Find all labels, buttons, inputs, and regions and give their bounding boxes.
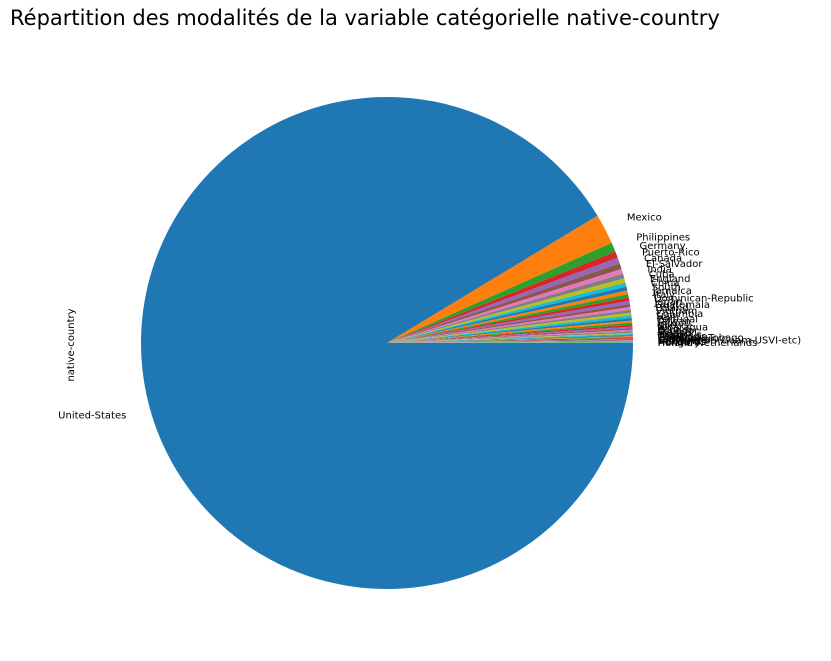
pie-slice-trinadad-tobago xyxy=(387,337,633,343)
pie-slice-peru xyxy=(387,329,633,343)
y-axis-label: native-country xyxy=(66,308,77,381)
pie-slice-iran xyxy=(387,324,633,343)
pie-slice-dominican-republic xyxy=(387,300,630,343)
pie-label-mexico: Mexico xyxy=(627,213,662,224)
pie-label-thailand: Thailand xyxy=(657,331,701,342)
pie-label-laos: Laos xyxy=(658,334,681,345)
pie-label-trinadad-tobago: Trinadad&Tobago xyxy=(657,333,744,344)
pie-label-peru: Peru xyxy=(657,324,679,335)
pie-slice-england xyxy=(387,282,627,343)
pie-label-cambodia: Cambodia xyxy=(658,332,709,343)
pie-label-dominican-republic: Dominican-Republic xyxy=(654,293,754,304)
pie-label-united-states: United-States xyxy=(58,411,126,422)
pie-label-el-salvador: El-Salvador xyxy=(646,259,703,270)
pie-label-hong: Hong xyxy=(657,330,683,341)
pie-label-south: South xyxy=(652,282,681,293)
pie-slice-cambodia xyxy=(387,337,633,343)
pie-slice-thailand xyxy=(387,336,633,343)
pie-slice-japan xyxy=(387,304,631,343)
pie-label-portugal: Portugal xyxy=(657,314,698,325)
pie-label-puerto-rico: Puerto-Rico xyxy=(642,247,700,258)
pie-label-guatemala: Guatemala xyxy=(655,300,710,311)
pie-slice-yugoslavia xyxy=(387,339,633,343)
pie-slice-south xyxy=(387,290,629,343)
pie-slice-poland xyxy=(387,309,632,343)
pie-label-honduras: Honduras xyxy=(658,337,706,348)
pie-slice-germany xyxy=(387,251,618,343)
pie-slice-columbia xyxy=(387,315,632,343)
pie-label-holand-netherlands: Holand-Netherlands xyxy=(658,338,758,349)
pie-slice-puerto-rico xyxy=(387,257,620,343)
chart-title: Répartition des modalités de la variable… xyxy=(10,6,720,30)
pie-label-vietnam: Vietnam xyxy=(656,306,698,317)
pie-slice-ireland xyxy=(387,333,633,343)
pie-slice-haiti xyxy=(387,318,632,343)
pie-label-yugoslavia: Yugoslavia xyxy=(657,335,711,346)
pie-slice-outlying-us-guam-usvi-etc xyxy=(387,340,633,343)
pie-label-nicaragua: Nicaragua xyxy=(657,323,708,334)
pie-label-germany: Germany xyxy=(640,241,686,252)
pie-labels: United-States Mexico PhilippinesGermanyPue… xyxy=(58,213,801,422)
pie-label-cuba: Cuba xyxy=(649,269,675,280)
pie-label-taiwan: Taiwan xyxy=(656,317,691,328)
pie-label-india: India xyxy=(647,264,672,275)
pie-slice-el-salvador xyxy=(387,268,624,343)
pie-label-hungary: Hungary xyxy=(658,338,701,349)
pie-slice-france xyxy=(387,332,633,343)
pie-slice-philippines xyxy=(387,242,616,343)
pie-label-poland: Poland xyxy=(655,303,688,314)
pie-label-columbia: Columbia xyxy=(656,309,703,320)
pie-slice-guatemala xyxy=(387,307,631,343)
pie-slice-nicaragua xyxy=(387,328,633,343)
pie-slice-vietnam xyxy=(387,312,632,343)
pie-slice-italy xyxy=(387,297,630,343)
pie-label-haiti: Haiti xyxy=(656,312,679,323)
pie-slice-hungary xyxy=(387,342,634,343)
pie-label-china: China xyxy=(651,278,680,289)
pie-label-ecuador: Ecuador xyxy=(657,326,699,337)
pie-label-france: France xyxy=(657,327,690,338)
pie-slice-laos xyxy=(387,338,633,343)
pie-slice-india xyxy=(387,273,625,343)
pie-slice-united-states xyxy=(141,97,634,590)
pie-label-japan: Japan xyxy=(653,297,682,308)
pie-slice-scotland xyxy=(387,341,633,343)
pie-slice-jamaica xyxy=(387,294,629,343)
pie-label-iran: Iran xyxy=(657,319,677,330)
pie-slice-cuba xyxy=(387,278,626,343)
pie-label-philippines: Philippines xyxy=(636,233,690,244)
pie-slice-china xyxy=(387,286,628,343)
pie-label-outlying-us-guam-usvi-etc: Outlying-US(Guam-USVI-etc) xyxy=(658,335,802,346)
pie-label-england: England xyxy=(650,274,691,285)
pie-label-jamaica: Jamaica xyxy=(652,286,692,297)
pie-slice-ecuador xyxy=(387,331,633,343)
pie-slice-portugal xyxy=(387,320,633,343)
pie-slice-hong xyxy=(387,335,633,343)
pie-label-ireland: Ireland xyxy=(657,329,692,340)
pie-label-scotland: Scotland xyxy=(658,336,701,347)
pie-slice-taiwan xyxy=(387,322,633,343)
pie-label-canada: Canada xyxy=(644,253,682,264)
pie-slice-mexico xyxy=(387,215,612,343)
pie-label-italy: Italy xyxy=(653,290,675,301)
pie-slice-greece xyxy=(387,326,633,343)
pie-slice-honduras xyxy=(387,341,634,343)
pie-slices xyxy=(141,97,634,590)
pie-label-greece: Greece xyxy=(657,321,693,332)
pie-slice-canada xyxy=(387,263,622,343)
